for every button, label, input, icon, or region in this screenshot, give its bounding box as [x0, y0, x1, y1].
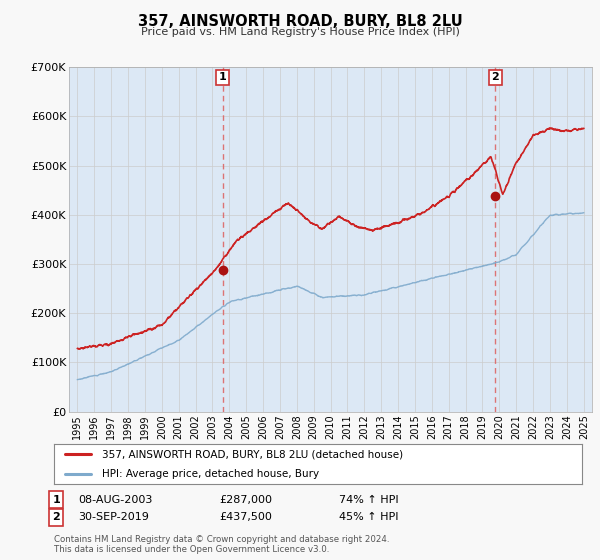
Text: 2: 2 — [53, 512, 60, 522]
Text: 1: 1 — [53, 494, 60, 505]
Text: 08-AUG-2003: 08-AUG-2003 — [78, 494, 152, 505]
Text: 1: 1 — [219, 72, 226, 82]
Text: 357, AINSWORTH ROAD, BURY, BL8 2LU: 357, AINSWORTH ROAD, BURY, BL8 2LU — [137, 14, 463, 29]
Text: £287,000: £287,000 — [219, 494, 272, 505]
Text: HPI: Average price, detached house, Bury: HPI: Average price, detached house, Bury — [101, 469, 319, 479]
Text: £437,500: £437,500 — [219, 512, 272, 522]
Text: Contains HM Land Registry data © Crown copyright and database right 2024.: Contains HM Land Registry data © Crown c… — [54, 535, 389, 544]
Text: 30-SEP-2019: 30-SEP-2019 — [78, 512, 149, 522]
Text: This data is licensed under the Open Government Licence v3.0.: This data is licensed under the Open Gov… — [54, 545, 329, 554]
Text: 45% ↑ HPI: 45% ↑ HPI — [339, 512, 398, 522]
Text: 74% ↑ HPI: 74% ↑ HPI — [339, 494, 398, 505]
Text: Price paid vs. HM Land Registry's House Price Index (HPI): Price paid vs. HM Land Registry's House … — [140, 27, 460, 37]
Text: 2: 2 — [491, 72, 499, 82]
Text: 357, AINSWORTH ROAD, BURY, BL8 2LU (detached house): 357, AINSWORTH ROAD, BURY, BL8 2LU (deta… — [101, 449, 403, 459]
